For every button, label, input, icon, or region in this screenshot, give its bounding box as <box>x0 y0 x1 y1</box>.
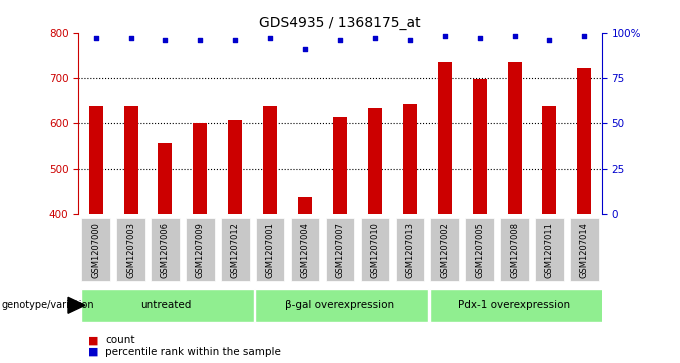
Text: GSM1207003: GSM1207003 <box>126 221 135 278</box>
Point <box>509 33 520 39</box>
FancyBboxPatch shape <box>465 219 494 281</box>
Bar <box>543 106 556 214</box>
Text: GSM1207005: GSM1207005 <box>475 222 484 277</box>
Text: GSM1207007: GSM1207007 <box>335 221 345 278</box>
Text: GSM1207001: GSM1207001 <box>266 222 275 277</box>
Text: ■: ■ <box>88 347 99 357</box>
FancyBboxPatch shape <box>326 219 354 281</box>
Point <box>474 35 485 41</box>
Text: β-gal overexpression: β-gal overexpression <box>286 300 394 310</box>
Text: GSM1207004: GSM1207004 <box>301 222 309 277</box>
Bar <box>577 68 592 214</box>
Bar <box>193 123 207 214</box>
FancyBboxPatch shape <box>256 289 428 322</box>
Text: GSM1207000: GSM1207000 <box>91 222 100 277</box>
Text: GSM1207006: GSM1207006 <box>161 221 170 278</box>
Bar <box>403 104 417 214</box>
Text: count: count <box>105 335 135 346</box>
Point <box>300 46 311 52</box>
FancyBboxPatch shape <box>535 219 564 281</box>
Point <box>439 33 450 39</box>
FancyBboxPatch shape <box>186 219 215 281</box>
Bar <box>333 117 347 214</box>
FancyBboxPatch shape <box>396 219 424 281</box>
Text: Pdx-1 overexpression: Pdx-1 overexpression <box>458 300 571 310</box>
Text: ■: ■ <box>88 335 99 346</box>
Text: percentile rank within the sample: percentile rank within the sample <box>105 347 282 357</box>
FancyBboxPatch shape <box>256 219 284 281</box>
Text: GSM1207011: GSM1207011 <box>545 222 554 277</box>
Text: GSM1207010: GSM1207010 <box>371 222 379 277</box>
Text: GSM1207002: GSM1207002 <box>440 222 449 277</box>
Text: genotype/variation: genotype/variation <box>1 300 94 310</box>
Bar <box>298 197 312 214</box>
Bar <box>507 62 522 214</box>
Bar <box>158 143 173 214</box>
Bar <box>124 106 137 214</box>
Text: GDS4935 / 1368175_at: GDS4935 / 1368175_at <box>259 16 421 30</box>
Text: GSM1207008: GSM1207008 <box>510 221 519 278</box>
FancyBboxPatch shape <box>360 219 389 281</box>
FancyBboxPatch shape <box>430 289 602 322</box>
Point <box>335 37 345 43</box>
FancyBboxPatch shape <box>151 219 180 281</box>
FancyBboxPatch shape <box>500 219 529 281</box>
Bar <box>368 107 382 214</box>
Point <box>125 35 136 41</box>
Text: GSM1207013: GSM1207013 <box>405 221 414 278</box>
Text: GSM1207014: GSM1207014 <box>580 222 589 277</box>
Bar <box>438 62 452 214</box>
Text: GSM1207009: GSM1207009 <box>196 222 205 277</box>
FancyBboxPatch shape <box>116 219 145 281</box>
Point <box>265 35 275 41</box>
Text: GSM1207012: GSM1207012 <box>231 222 240 277</box>
Point <box>230 37 241 43</box>
FancyBboxPatch shape <box>291 219 320 281</box>
Point <box>195 37 206 43</box>
Point <box>544 37 555 43</box>
FancyBboxPatch shape <box>221 219 250 281</box>
Bar <box>88 106 103 214</box>
FancyBboxPatch shape <box>82 219 110 281</box>
Point <box>579 33 590 39</box>
Bar <box>473 79 487 214</box>
Polygon shape <box>68 297 85 313</box>
FancyBboxPatch shape <box>81 289 254 322</box>
FancyBboxPatch shape <box>430 219 459 281</box>
FancyBboxPatch shape <box>570 219 598 281</box>
Point <box>90 35 101 41</box>
Point <box>369 35 380 41</box>
Point <box>160 37 171 43</box>
Bar <box>263 106 277 214</box>
Bar <box>228 120 242 214</box>
Text: untreated: untreated <box>140 300 191 310</box>
Point <box>405 37 415 43</box>
